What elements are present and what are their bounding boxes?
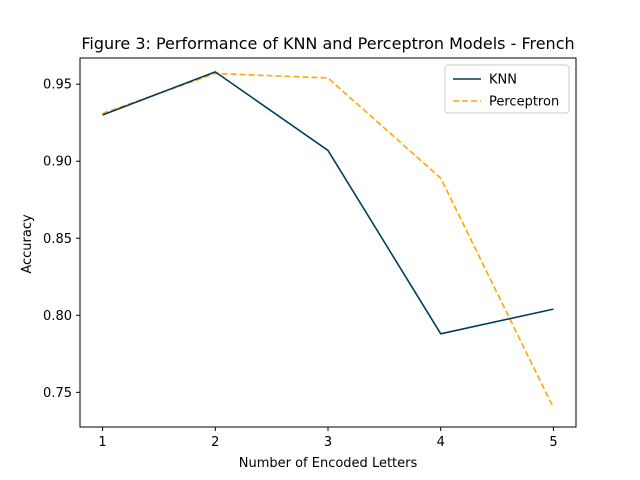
legend-label-knn: KNN <box>489 73 517 88</box>
x-tick-label: 5 <box>549 435 557 450</box>
y-axis-label: Accuracy <box>20 214 35 274</box>
x-tick-label: 4 <box>437 435 445 450</box>
y-tick-label: 0.75 <box>43 386 72 401</box>
y-tick-label: 0.85 <box>43 232 72 247</box>
y-axis: 0.75 0.80 0.85 0.90 0.95 <box>43 78 80 401</box>
series-line-perceptron <box>102 72 555 409</box>
x-axis: 1 2 3 4 5 <box>98 427 558 450</box>
x-tick-label: 1 <box>98 435 106 450</box>
series-line-knn <box>102 71 554 335</box>
x-axis-label: Number of Encoded Letters <box>239 456 418 471</box>
x-tick-label: 3 <box>324 435 332 450</box>
series-lines <box>102 71 555 409</box>
x-tick-label: 2 <box>211 435 219 450</box>
legend: KNN Perceptron <box>444 64 570 114</box>
y-tick-label: 0.80 <box>43 309 72 324</box>
legend-label-perceptron: Perceptron <box>489 95 559 110</box>
y-tick-label: 0.95 <box>43 78 72 93</box>
chart-title: Figure 3: Performance of KNN and Percept… <box>81 34 574 53</box>
y-tick-label: 0.90 <box>43 155 72 170</box>
